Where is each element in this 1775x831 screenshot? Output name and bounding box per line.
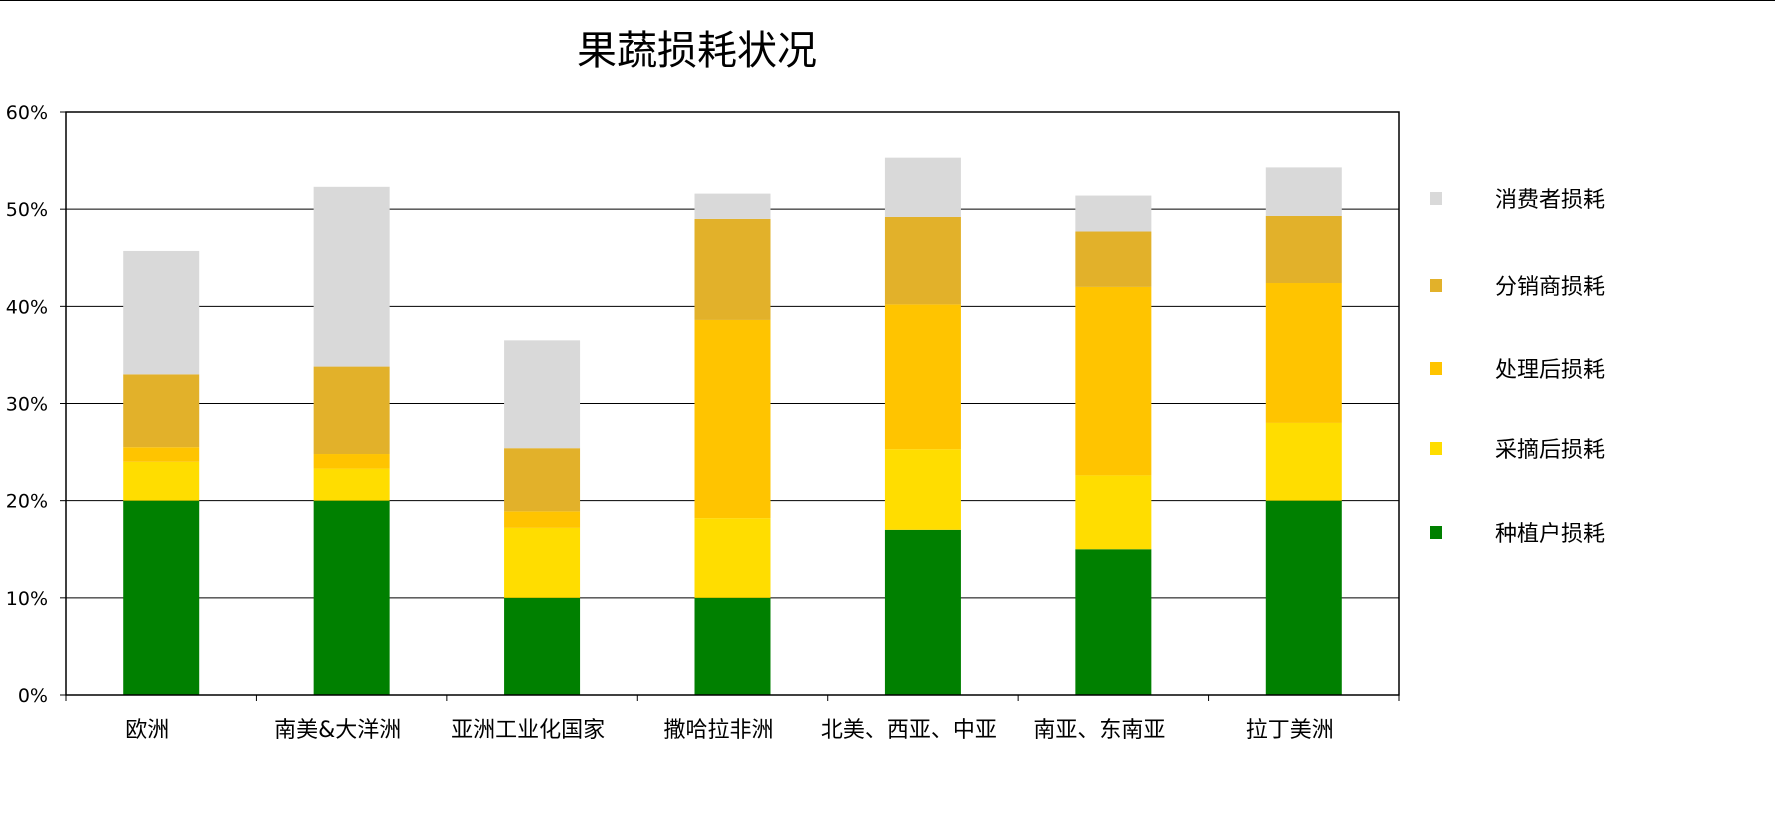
bar-segment [123, 500, 200, 695]
bar-segment [694, 193, 771, 219]
bar-segment [504, 597, 581, 695]
y-tick-label: 20% [6, 491, 48, 513]
y-tick-label: 60% [6, 102, 48, 124]
bar-segment [1075, 286, 1152, 476]
bar-segment [694, 218, 771, 320]
bar-segment [123, 374, 200, 448]
x-category-label: 欧洲 [125, 718, 169, 743]
bar-segment [694, 597, 771, 695]
bar-segment [884, 216, 961, 305]
legend-swatch [1430, 526, 1442, 539]
bar-segment [1265, 215, 1342, 284]
bar-segment [1265, 167, 1342, 216]
y-tick-label: 30% [6, 394, 48, 416]
legend-label: 种植户损耗 [1495, 522, 1605, 547]
x-category-label: 北美、西亚、中亚 [821, 718, 997, 743]
y-tick-label: 0% [18, 685, 48, 707]
bar-segment [1265, 422, 1342, 501]
bar-segment [1075, 231, 1152, 287]
bar-segment [313, 468, 390, 501]
bar-segment [694, 319, 771, 519]
bar-segment [123, 447, 200, 462]
x-category-label: 南美&大洋洲 [274, 718, 401, 743]
legend-swatch [1430, 442, 1442, 455]
bar-segment [504, 511, 581, 528]
legend-label: 分销商损耗 [1495, 275, 1605, 300]
chart-title: 果蔬损耗状况 [577, 28, 817, 74]
y-tick-label: 40% [6, 296, 48, 318]
bar-segment [884, 157, 961, 217]
top-border-line [0, 0, 1775, 1]
x-category-label: 撒哈拉非洲 [663, 718, 773, 743]
bar-segment [1075, 475, 1152, 550]
legend-swatch [1430, 362, 1442, 375]
bar-segment [313, 454, 390, 469]
legend-swatch [1430, 192, 1442, 205]
bar-segment [1075, 549, 1152, 695]
bar-segment [884, 529, 961, 695]
y-tick-label: 50% [6, 199, 48, 221]
legend-label: 处理后损耗 [1495, 358, 1605, 383]
bar-segment [504, 340, 581, 449]
legend-swatch [1430, 279, 1442, 292]
x-category-label: 南亚、东南亚 [1033, 718, 1165, 743]
bar-segment [313, 500, 390, 695]
bar-segment [1075, 195, 1152, 232]
y-tick-label: 10% [6, 588, 48, 610]
legend-label: 采摘后损耗 [1495, 438, 1605, 463]
bar-segment [123, 250, 200, 375]
bar-segment [884, 304, 961, 450]
bar-segment [313, 366, 390, 455]
bar-segment [1265, 500, 1342, 695]
axes: 0% 10% 20% 30% 40% 50% 60% 欧洲 南美&大洋洲 亚洲工业化国家 撒哈拉非洲… [6, 102, 1400, 743]
x-category-label: 拉丁美洲 [1246, 718, 1334, 743]
bar-segment [504, 527, 581, 598]
bar-segment [694, 518, 771, 598]
bar-segment [504, 448, 581, 512]
bar-segment [313, 186, 390, 367]
bar-segment [1265, 283, 1342, 423]
legend-label: 消费者损耗 [1495, 188, 1605, 213]
bar-segment [884, 449, 961, 530]
bar-segment [123, 461, 200, 501]
x-category-label: 亚洲工业化国家 [451, 718, 605, 743]
bars [123, 157, 1342, 695]
